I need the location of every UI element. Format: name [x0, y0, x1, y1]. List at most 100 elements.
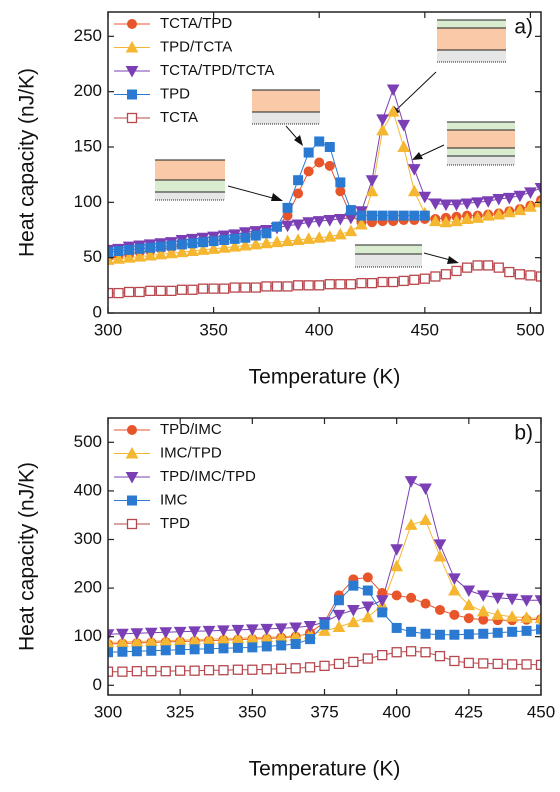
- legend-item: TPD: [114, 85, 190, 102]
- marker: [450, 214, 463, 227]
- marker: [274, 623, 288, 635]
- marker: [434, 650, 446, 662]
- marker: [463, 629, 474, 640]
- marker: [293, 175, 304, 186]
- marker: [314, 280, 325, 291]
- inset-2: [252, 89, 320, 146]
- marker: [189, 665, 200, 676]
- marker: [203, 665, 215, 676]
- marker: [131, 646, 142, 657]
- marker: [324, 160, 335, 171]
- marker: [175, 245, 189, 258]
- marker: [387, 276, 399, 288]
- marker: [406, 592, 417, 603]
- marker: [229, 282, 240, 293]
- marker: [434, 604, 445, 615]
- marker: [302, 232, 316, 244]
- marker: [173, 626, 187, 639]
- marker: [463, 657, 474, 669]
- marker: [117, 646, 128, 657]
- marker: [123, 286, 135, 298]
- marker: [520, 595, 533, 607]
- marker: [204, 643, 215, 654]
- marker: [377, 607, 388, 618]
- marker: [112, 252, 125, 264]
- marker: [491, 592, 505, 605]
- marker: [478, 614, 489, 625]
- marker: [448, 573, 461, 585]
- marker: [281, 234, 294, 247]
- marker: [362, 585, 373, 596]
- marker: [282, 281, 293, 292]
- marker: [332, 620, 346, 632]
- marker: [429, 198, 442, 210]
- marker: [492, 627, 503, 638]
- x-tick-label: 425: [455, 702, 483, 721]
- marker: [240, 232, 251, 243]
- marker: [270, 235, 284, 248]
- marker: [245, 631, 259, 643]
- marker: [186, 244, 199, 257]
- marker: [303, 620, 317, 633]
- marker: [160, 645, 171, 656]
- marker: [520, 611, 533, 623]
- marker: [481, 209, 495, 221]
- marker: [108, 647, 113, 658]
- x-tick-label: 350: [238, 702, 266, 721]
- marker: [319, 619, 330, 630]
- y-tick-label: 300: [74, 529, 102, 548]
- plot-area: [108, 476, 541, 677]
- y-tick-label: 0: [93, 302, 102, 321]
- marker: [261, 228, 272, 239]
- marker: [312, 231, 326, 243]
- marker: [433, 549, 447, 562]
- marker: [361, 601, 375, 614]
- legend-label: TPD: [160, 85, 190, 102]
- legend-item: TCTA/TPD: [114, 15, 232, 32]
- marker: [281, 220, 294, 233]
- y-tick-label: 100: [74, 626, 102, 645]
- marker: [160, 666, 171, 677]
- marker: [419, 210, 430, 221]
- legend-item: TCTA: [114, 109, 198, 126]
- marker: [155, 285, 166, 297]
- marker: [449, 609, 460, 620]
- marker: [406, 626, 417, 637]
- legend-label: TCTA/TPD/TCTA: [160, 62, 274, 79]
- marker: [434, 629, 445, 640]
- marker: [481, 196, 495, 208]
- x-tick-label: 400: [382, 702, 410, 721]
- marker: [122, 251, 136, 263]
- plot-area: [108, 84, 541, 299]
- marker: [133, 250, 147, 262]
- marker: [208, 236, 219, 247]
- marker: [291, 233, 305, 245]
- marker: [397, 119, 411, 132]
- marker: [461, 262, 473, 273]
- marker: [478, 628, 489, 639]
- legend-marker: [125, 66, 139, 78]
- marker: [146, 645, 157, 656]
- marker: [218, 643, 229, 654]
- stack-insets: [155, 19, 515, 268]
- marker: [462, 598, 476, 611]
- marker: [260, 623, 274, 636]
- marker: [420, 628, 431, 639]
- marker: [188, 626, 201, 638]
- marker: [271, 221, 282, 232]
- y-tick-label: 0: [93, 675, 102, 694]
- inset-5: [355, 244, 459, 268]
- marker: [405, 646, 417, 657]
- marker: [247, 642, 258, 653]
- marker: [419, 483, 432, 496]
- marker: [388, 210, 399, 221]
- marker: [391, 647, 402, 658]
- marker: [250, 230, 261, 241]
- marker: [524, 200, 537, 212]
- marker: [108, 247, 113, 258]
- x-tick-label: 300: [94, 320, 122, 339]
- legend-marker: [127, 89, 137, 100]
- marker: [534, 611, 541, 624]
- marker: [450, 199, 463, 212]
